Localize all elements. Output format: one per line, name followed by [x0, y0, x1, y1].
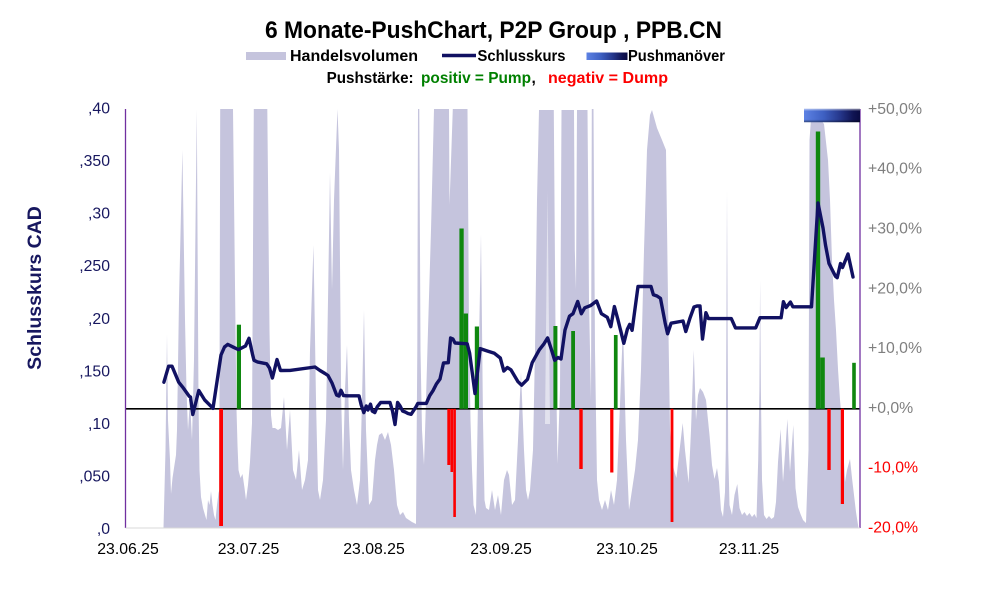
svg-text:+0,0%: +0,0%	[868, 400, 913, 417]
svg-text:,350: ,350	[79, 153, 110, 170]
svg-text:,: ,	[532, 70, 536, 87]
svg-text:,150: ,150	[79, 363, 110, 380]
svg-text:,30: ,30	[88, 206, 110, 223]
svg-text:23.06.25: 23.06.25	[97, 541, 159, 558]
svg-text:+10,0%: +10,0%	[868, 340, 922, 357]
svg-text:positiv = Pump: positiv = Pump	[421, 70, 531, 87]
svg-text:,0: ,0	[97, 521, 110, 538]
svg-text:+30,0%: +30,0%	[868, 221, 922, 238]
svg-text:-10,0%: -10,0%	[868, 460, 918, 477]
svg-text:,10: ,10	[88, 416, 110, 433]
svg-text:Pushstärke:: Pushstärke:	[327, 70, 414, 87]
svg-text:Schlusskurs: Schlusskurs	[478, 48, 566, 65]
svg-text:+40,0%: +40,0%	[868, 161, 922, 178]
svg-text:,050: ,050	[79, 469, 110, 486]
svg-text:,250: ,250	[79, 258, 110, 275]
svg-text:23.11.25: 23.11.25	[719, 541, 780, 558]
svg-text:Pushmanöver: Pushmanöver	[628, 48, 725, 65]
svg-text:negativ = Dump: negativ = Dump	[548, 70, 668, 87]
svg-text:23.07.25: 23.07.25	[218, 541, 280, 558]
svg-text:+20,0%: +20,0%	[868, 280, 922, 297]
svg-text:23.08.25: 23.08.25	[343, 541, 405, 558]
svg-text:Schlusskurs CAD: Schlusskurs CAD	[24, 206, 46, 370]
svg-text:6 Monate-PushChart, P2P Group: 6 Monate-PushChart, P2P Group , PPB.CN	[265, 17, 722, 44]
svg-text:-20,0%: -20,0%	[868, 520, 918, 537]
svg-text:+50,0%: +50,0%	[868, 101, 922, 118]
svg-text:Handelsvolumen: Handelsvolumen	[290, 48, 418, 65]
svg-text:,20: ,20	[88, 311, 110, 328]
svg-text:,40: ,40	[88, 100, 110, 117]
svg-text:23.10.25: 23.10.25	[596, 541, 658, 558]
svg-text:23.09.25: 23.09.25	[470, 541, 532, 558]
